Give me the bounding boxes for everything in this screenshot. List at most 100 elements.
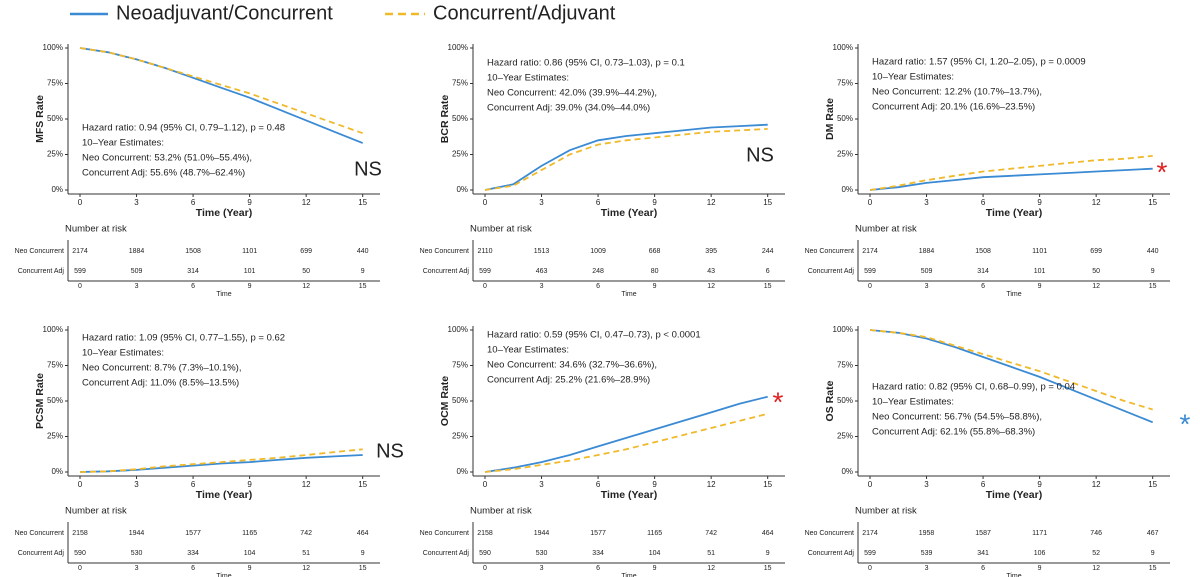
y-tick-label: 75% — [47, 79, 63, 88]
risk-x-label: Time — [621, 291, 636, 298]
risk-count: 509 — [131, 268, 143, 275]
risk-count: 51 — [707, 550, 715, 557]
x-tick-label: 3 — [539, 480, 544, 489]
x-tick-label: 9 — [1037, 480, 1042, 489]
risk-count: 43 — [707, 268, 715, 275]
y-tick-label: 25% — [452, 432, 468, 441]
risk-row-label: Neo Concurrent — [15, 248, 64, 255]
significance-mark: * — [1180, 408, 1191, 439]
risk-x-tick-label: 6 — [596, 283, 600, 290]
significance-mark: NS — [376, 440, 404, 462]
x-axis-label: Time (Year) — [196, 207, 252, 219]
x-tick-label: 6 — [191, 198, 196, 207]
risk-count: 1101 — [1032, 248, 1047, 255]
risk-count: 1577 — [590, 530, 606, 537]
risk-count: 101 — [1034, 268, 1046, 275]
y-tick-label: 25% — [47, 432, 63, 441]
risk-count: 52 — [1092, 550, 1100, 557]
risk-count: 104 — [244, 550, 256, 557]
survival-curve — [79, 47, 363, 135]
risk-count: 1944 — [534, 530, 550, 537]
risk-count: 9 — [766, 550, 770, 557]
risk-row-label: Neo Concurrent — [420, 530, 469, 537]
legend-label: Concurrent/Adjuvant — [433, 2, 616, 24]
survival-curve — [79, 448, 363, 473]
risk-count: 51 — [302, 550, 310, 557]
risk-count: 9 — [361, 550, 365, 557]
risk-count: 80 — [651, 268, 659, 275]
x-axis-label: Time (Year) — [196, 489, 252, 501]
survival-curve — [484, 395, 768, 473]
annotation: Neo Concurrent: 34.6% (32.7%–36.6%), — [487, 360, 657, 371]
risk-count: 334 — [592, 550, 604, 557]
risk-x-tick-label: 9 — [248, 283, 252, 290]
x-tick-label: 12 — [707, 198, 716, 207]
risk-count: 9 — [1151, 550, 1155, 557]
risk-table-title: Number at risk — [470, 224, 532, 235]
risk-count: 2174 — [862, 530, 878, 537]
risk-count: 2174 — [862, 248, 878, 255]
risk-x-tick-label: 9 — [653, 565, 657, 572]
risk-count: 1587 — [975, 530, 991, 537]
x-tick-label: 0 — [868, 198, 873, 207]
risk-x-label: Time — [1006, 573, 1021, 577]
x-tick-label: 15 — [763, 198, 772, 207]
y-axis-label: OCM Rate — [439, 376, 451, 426]
y-tick-label: 50% — [837, 396, 853, 405]
y-tick-label: 75% — [837, 79, 853, 88]
x-tick-label: 6 — [596, 198, 601, 207]
risk-count: 464 — [762, 530, 774, 537]
risk-row-label: Concurrent Adj — [808, 550, 855, 557]
annotation: Concurrent Adj: 62.1% (55.8%–68.3%) — [872, 427, 1035, 438]
annotation: 10–Year Estimates: — [487, 73, 569, 84]
risk-count: 1508 — [185, 248, 201, 255]
risk-count: 50 — [302, 268, 310, 275]
risk-x-tick-label: 12 — [1092, 283, 1100, 290]
risk-count: 530 — [131, 550, 143, 557]
risk-x-tick-label: 15 — [359, 283, 367, 290]
risk-count: 1165 — [647, 530, 662, 537]
risk-x-tick-label: 6 — [981, 565, 985, 572]
y-tick-label: 100% — [43, 43, 63, 52]
risk-count: 6 — [766, 268, 770, 275]
annotation: Hazard ratio: 0.86 (95% CI, 0.73–1.03), … — [487, 58, 685, 69]
risk-x-tick-label: 15 — [764, 283, 772, 290]
survival-curve — [484, 123, 768, 191]
y-tick-label: 25% — [837, 150, 853, 159]
y-tick-label: 0% — [456, 467, 468, 476]
risk-x-tick-label: 6 — [596, 565, 600, 572]
risk-x-tick-label: 12 — [302, 283, 310, 290]
risk-x-tick-label: 6 — [981, 283, 985, 290]
y-tick-label: 50% — [452, 396, 468, 405]
risk-x-label: Time — [216, 573, 231, 577]
risk-count: 2158 — [72, 530, 88, 537]
survival-curve — [484, 412, 768, 473]
annotation: Hazard ratio: 0.59 (95% CI, 0.47–0.73), … — [487, 330, 701, 341]
risk-x-tick-label: 12 — [707, 565, 715, 572]
risk-x-tick-label: 12 — [707, 283, 715, 290]
y-tick-label: 50% — [47, 114, 63, 123]
risk-row-label: Neo Concurrent — [805, 530, 854, 537]
x-tick-label: 9 — [247, 480, 252, 489]
survival-curve — [869, 155, 1153, 191]
risk-count: 440 — [357, 248, 369, 255]
risk-count: 440 — [1147, 248, 1159, 255]
risk-x-tick-label: 0 — [483, 565, 487, 572]
annotation: Concurrent Adj: 55.6% (48.7%–62.4%) — [82, 168, 245, 179]
y-tick-label: 100% — [448, 43, 468, 52]
y-tick-label: 75% — [47, 361, 63, 370]
y-tick-label: 100% — [833, 325, 853, 334]
x-tick-label: 9 — [652, 480, 657, 489]
risk-count: 101 — [244, 268, 256, 275]
y-tick-label: 50% — [837, 114, 853, 123]
x-tick-label: 0 — [78, 198, 83, 207]
risk-x-tick-label: 0 — [483, 283, 487, 290]
y-tick-label: 0% — [841, 185, 853, 194]
risk-table-title: Number at risk — [65, 224, 127, 235]
risk-count: 244 — [762, 248, 774, 255]
risk-x-tick-label: 0 — [868, 565, 872, 572]
annotation: Neo Concurrent: 12.2% (10.7%–13.7%), — [872, 87, 1042, 98]
risk-count: 341 — [977, 550, 989, 557]
risk-x-tick-label: 3 — [540, 565, 544, 572]
